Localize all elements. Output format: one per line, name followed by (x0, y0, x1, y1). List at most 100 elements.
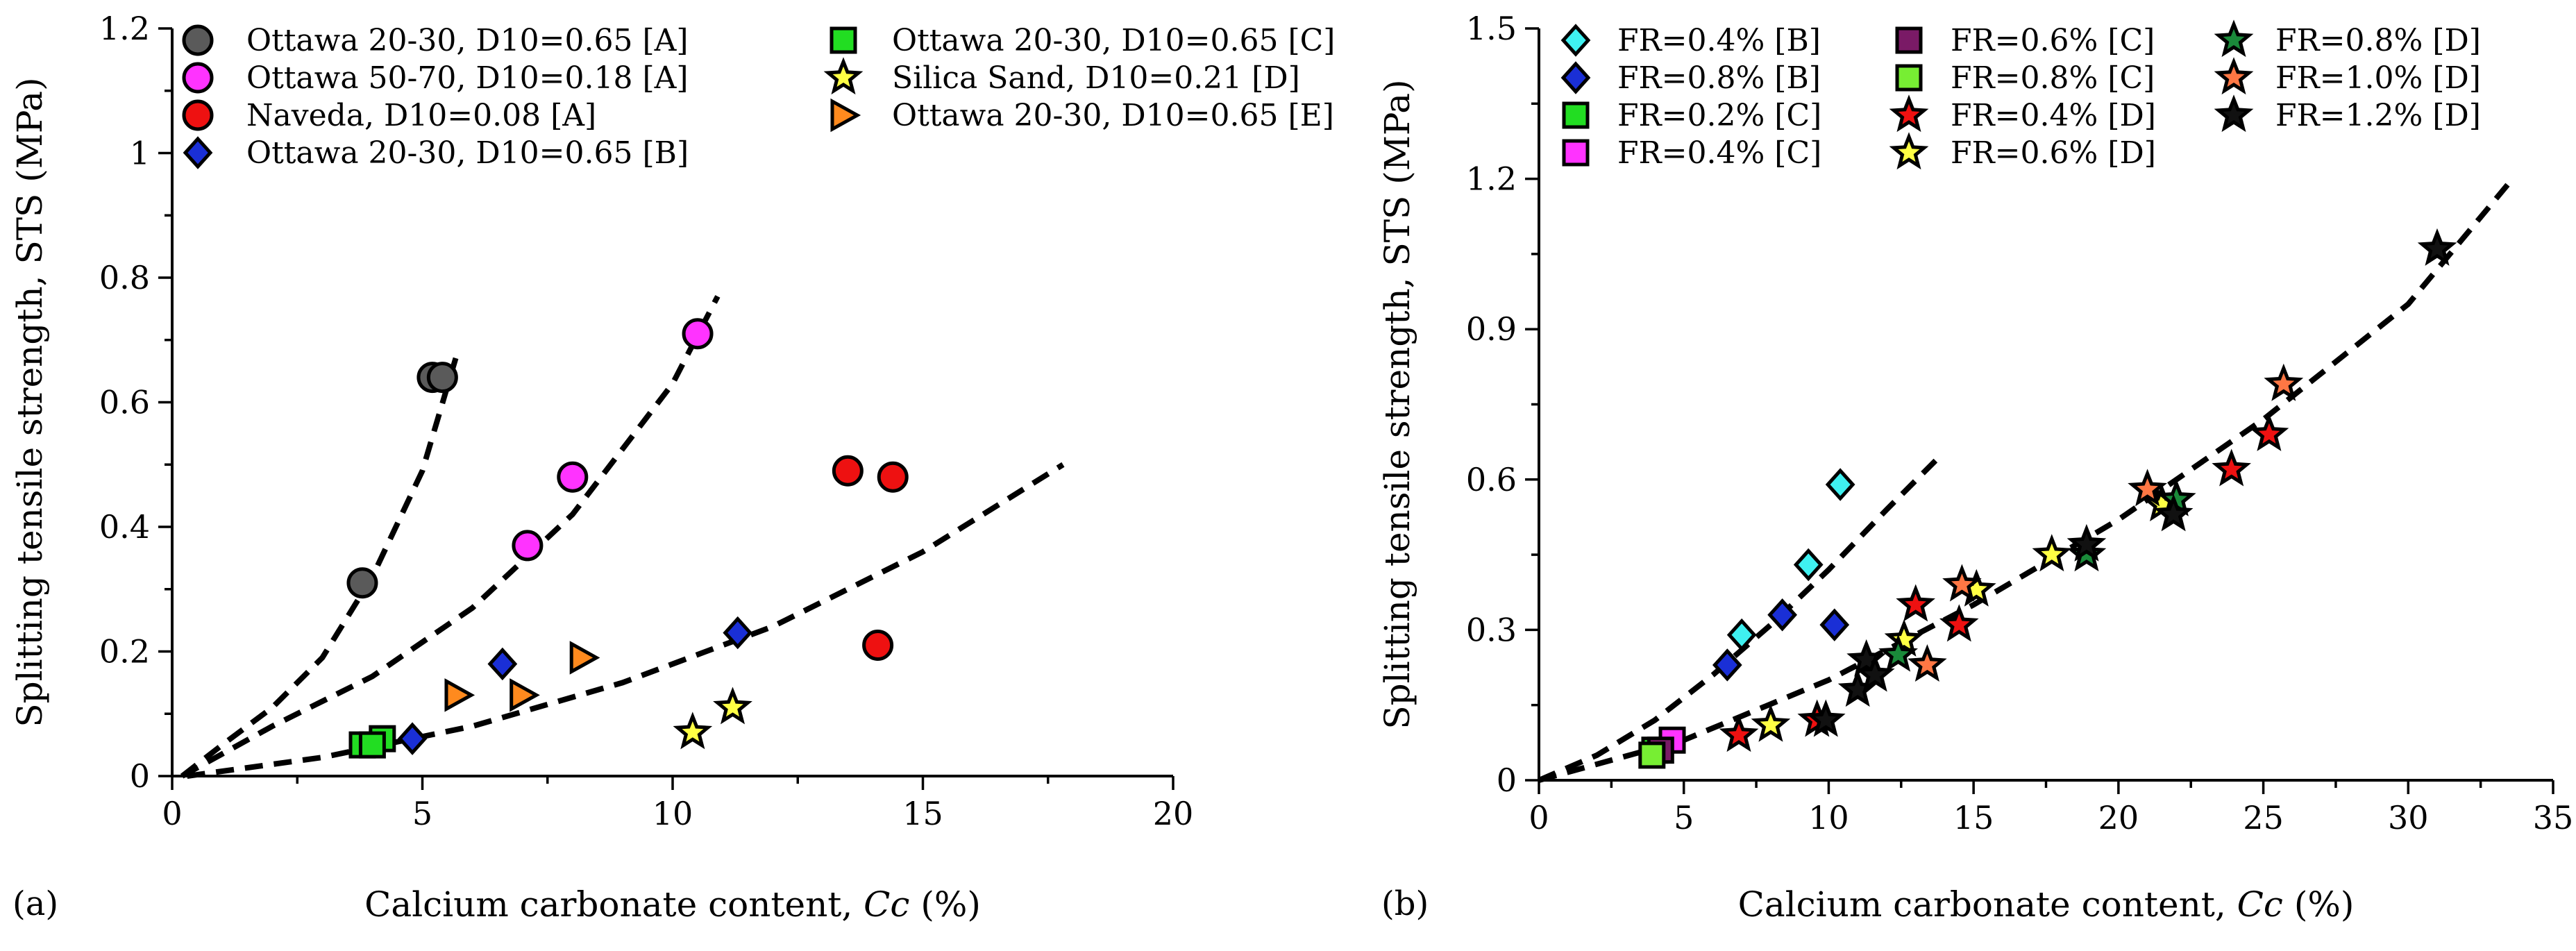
y-tick-label-b: 1.5 (1466, 10, 1517, 47)
point-fr-0-8-b (1767, 598, 1798, 632)
point-fr-0-8-b (1819, 608, 1850, 641)
point-naveda-d10-0-08-a (832, 455, 864, 487)
legend-entry-fr-0-8-c: FR=0.8% [C] (1951, 60, 2155, 96)
x-tick-label-b: 25 (2243, 799, 2284, 836)
legend-marker-ottawa-50-70-d10-0-18-a (182, 62, 214, 94)
legend-entry-fr-1-0-d: FR=1.0% [D] (2275, 60, 2481, 96)
legend-marker-fr-0-4-d (1889, 94, 1929, 133)
point-fr-1-0-d (2128, 469, 2167, 507)
point-ottawa-50-70-d10-0-18-a (557, 461, 589, 493)
x-axis-title-a: Calcium carbonate content, Cc (%) (364, 884, 981, 925)
x-tick-label-a: 0 (162, 795, 182, 832)
panel-label-b: (b) (1381, 884, 1429, 923)
point-fr-0-8-d (1878, 634, 1918, 672)
point-fr-1-2-d (1805, 699, 1846, 737)
point-ottawa-20-30-d10-0-65-e (569, 641, 600, 675)
point-fr-1-2-d (2417, 228, 2457, 266)
legend-marker-fr-0-8-c (1895, 64, 1923, 92)
fit-curve-a-3 (187, 462, 1065, 779)
y-tick-label-b: 0 (1497, 761, 1517, 799)
point-silica-sand-d10-0-21-d (673, 712, 713, 750)
legend-marker-fr-1-0-d (2214, 57, 2254, 95)
legend-marker-ottawa-20-30-d10-0-65-b (183, 136, 213, 169)
point-ottawa-20-30-d10-0-65-a (346, 567, 378, 599)
point-ottawa-20-30-d10-0-65-a (426, 362, 458, 394)
point-fr-0-4-d (2212, 448, 2251, 487)
x-tick-label-b: 35 (2533, 799, 2574, 836)
point-fr-0-4-b (1726, 618, 1757, 652)
y-tick-label-a: 0 (130, 757, 150, 795)
y-tick-label-b: 0.9 (1466, 310, 1517, 348)
x-tick-label-a: 5 (412, 795, 432, 832)
legend-marker-fr-0-6-d (1889, 132, 1929, 170)
y-tick-label-a: 0.2 (99, 633, 150, 671)
legend-entry-ottawa-20-30-d10-0-65-a: Ottawa 20-30, D10=0.65 [A] (246, 23, 689, 58)
point-ottawa-50-70-d10-0-18-a (512, 530, 544, 562)
x-tick-label-b: 5 (1674, 799, 1694, 836)
legend-marker-fr-0-8-b (1560, 61, 1591, 94)
y-axis-title-b: Splitting tensile strength, STS (MPa) (1377, 79, 1417, 729)
point-ottawa-20-30-d10-0-65-b (397, 722, 428, 755)
legend-entry-fr-0-2-c: FR=0.2% [C] (1617, 98, 1821, 133)
fit-curve-b-2 (1538, 177, 2515, 783)
x-tick-label-a: 10 (653, 795, 693, 832)
y-tick-label-b: 0.6 (1466, 461, 1517, 498)
point-silica-sand-d10-0-21-d (713, 687, 752, 725)
legend-marker-fr-0-4-c (1562, 139, 1590, 167)
point-naveda-d10-0-08-a (877, 461, 909, 493)
point-ottawa-50-70-d10-0-18-a (682, 318, 714, 350)
panel-label-a: (a) (12, 884, 58, 923)
point-fr-0-6-d (1884, 618, 1924, 657)
legend-marker-fr-1-2-d (2214, 94, 2254, 133)
point-ottawa-20-30-d10-0-65-e (444, 678, 475, 712)
legend-entry-ottawa-20-30-d10-0-65-c: Ottawa 20-30, D10=0.65 [C] (892, 23, 1335, 58)
legend-entry-fr-0-4-b: FR=0.4% [B] (1617, 23, 1821, 58)
legend-entry-fr-0-6-c: FR=0.6% [C] (1951, 23, 2155, 58)
point-fr-0-4-d (2249, 414, 2289, 451)
point-fr-0-4-d (1939, 604, 1979, 642)
point-ottawa-20-30-d10-0-65-c (358, 731, 386, 759)
point-fr-1-2-d (1855, 654, 1895, 692)
x-tick-label-b: 0 (1529, 799, 1549, 836)
panel-a-chart: 0 5 10 15 20 0 0.2 0.4 0.6 0.8 1 1.2 Calcium carbona… (10, 10, 1335, 925)
legend-entry-naveda-d10-0-08-a: Naveda, D10=0.08 [A] (246, 98, 596, 133)
x-tick-label-b: 15 (1953, 799, 1994, 836)
point-ottawa-20-30-d10-0-65-b (723, 616, 753, 650)
point-fr-0-4-b (1825, 468, 1855, 501)
legend-entry-fr-0-4-c: FR=0.4% [C] (1617, 135, 1821, 171)
point-fr-1-2-d (2153, 494, 2194, 532)
y-tick-label-a: 1.2 (99, 10, 150, 47)
fit-curve-a-1 (180, 351, 460, 779)
legend-entry-ottawa-20-30-d10-0-65-b: Ottawa 20-30, D10=0.65 [B] (246, 135, 689, 171)
point-fr-0-8-b (1712, 648, 1742, 682)
legend-marker-fr-0-2-c (1562, 101, 1590, 129)
legend-marker-naveda-d10-0-08-a (182, 99, 214, 131)
x-tick-label-b: 10 (1808, 799, 1849, 836)
legend-marker-ottawa-20-30-d10-0-65-c (830, 26, 857, 54)
panel-b-chart: 0 5 10 15 20 25 30 35 0 0.3 0.6 0.9 1.2 1.5 Calcium ca… (1377, 10, 2573, 925)
legend-entry-ottawa-20-30-d10-0-65-e: Ottawa 20-30, D10=0.65 [E] (892, 98, 1334, 133)
legend-entry-fr-1-2-d: FR=1.2% [D] (2275, 98, 2481, 133)
y-axis-title-a: Splitting tensile strength, STS (MPa) (10, 77, 50, 727)
legend-marker-silica-sand-d10-0-21-d (823, 57, 864, 95)
point-naveda-d10-0-08-a (862, 630, 894, 662)
point-fr-0-4-d (1719, 714, 1759, 752)
point-fr-0-4-d (1896, 584, 1935, 622)
x-axis-title-b: Calcium carbonate content, Cc (%) (1738, 884, 2355, 925)
legend-entry-ottawa-50-70-d10-0-18-a: Ottawa 50-70, D10=0.18 [A] (246, 60, 689, 96)
point-fr-1-2-d (1846, 639, 1887, 677)
legend-entry-fr-0-8-d: FR=0.8% [D] (2275, 23, 2481, 58)
legend-entry-fr-0-6-d: FR=0.6% [D] (1951, 135, 2156, 171)
y-tick-label-a: 0.4 (99, 508, 150, 546)
legend-marker-ottawa-20-30-d10-0-65-e (830, 98, 861, 133)
point-fr-1-0-d (1942, 564, 1982, 602)
legend-marker-fr-0-4-b (1560, 24, 1591, 57)
legend-marker-ottawa-20-30-d10-0-65-a (182, 24, 214, 56)
point-ottawa-20-30-d10-0-65-e (510, 678, 540, 712)
y-tick-label-b: 1.2 (1466, 160, 1517, 198)
x-tick-label-a: 20 (1153, 795, 1194, 832)
y-tick-label-b: 0.3 (1466, 611, 1517, 648)
point-fr-1-2-d (2066, 523, 2107, 562)
legend-marker-fr-0-8-d (2214, 19, 2254, 58)
fit-curve-a-2 (180, 295, 721, 779)
